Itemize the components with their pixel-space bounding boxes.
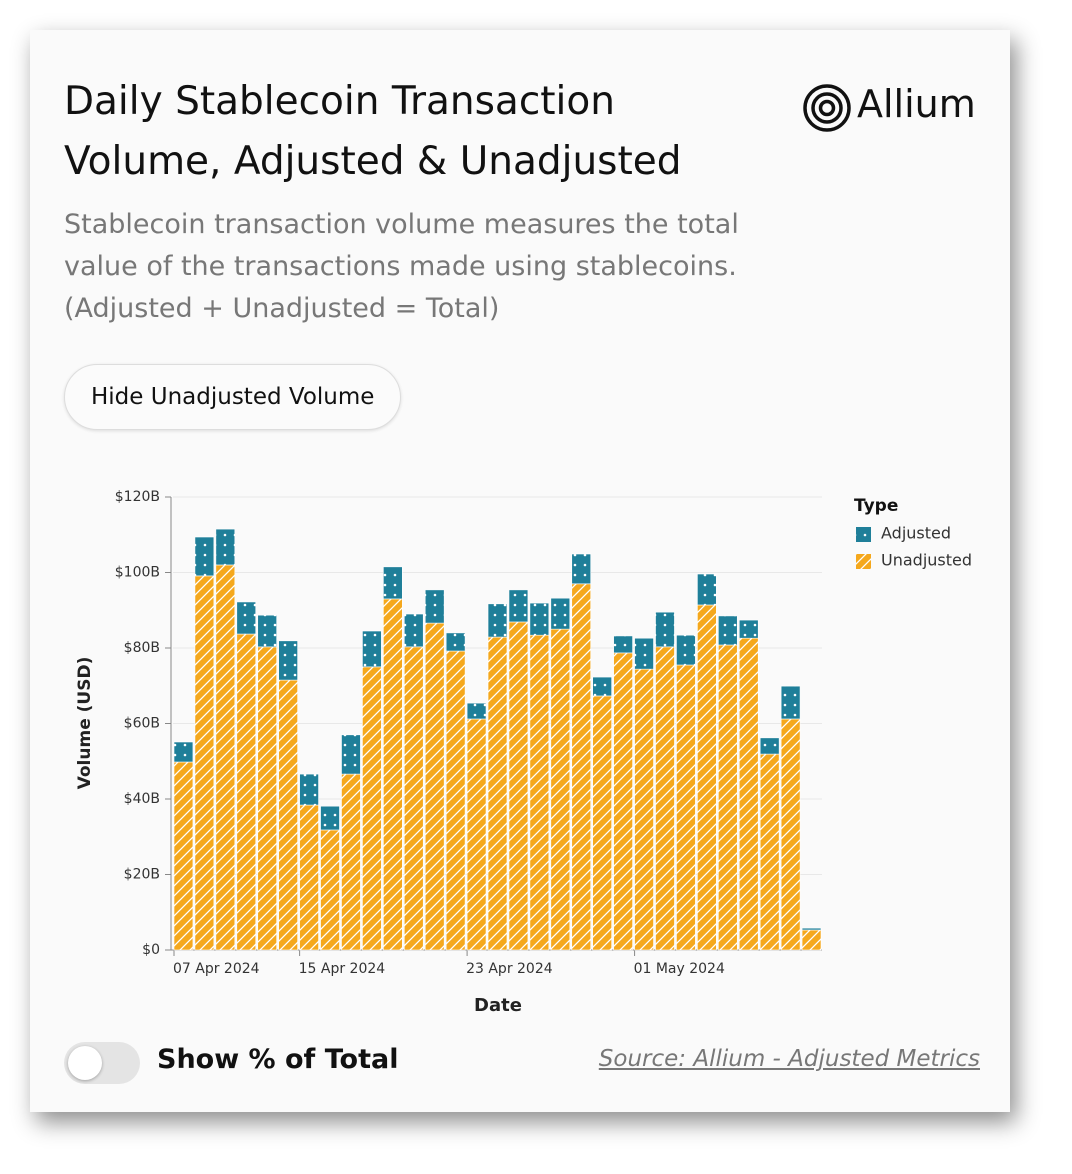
bar-segment	[634, 637, 654, 670]
bar-segment	[383, 598, 403, 951]
bar-segment	[592, 676, 612, 697]
bar-segment	[299, 773, 319, 806]
bar-segment	[613, 635, 633, 654]
logo-text: Allium	[857, 82, 976, 126]
bar-segment	[613, 652, 633, 951]
logo-icon	[803, 84, 851, 132]
bar-segment	[759, 753, 780, 951]
bar-segment	[655, 611, 675, 648]
bar-segment	[236, 601, 257, 635]
x-tick-label: 07 Apr 2024	[173, 961, 260, 977]
bar-segment	[529, 634, 550, 951]
bar-segment	[571, 553, 592, 585]
bar-segment	[173, 741, 194, 763]
bar-segment	[278, 679, 298, 951]
bar-segment	[215, 564, 236, 951]
bar-segment	[801, 929, 822, 951]
bar-segment	[487, 636, 508, 951]
subtitle: Stablecoin transaction volume measures t…	[64, 209, 739, 324]
bar-segment	[676, 634, 696, 666]
bar-segment	[236, 633, 257, 951]
bar-segment	[341, 734, 361, 775]
bar-segment	[738, 619, 759, 639]
bar-segment	[780, 718, 801, 951]
bar-segment	[801, 927, 822, 931]
bar-segment	[257, 614, 277, 648]
legend-title: Type	[854, 496, 898, 516]
y-tick-label: $100B	[115, 565, 160, 581]
y-tick-label: $60B	[124, 716, 160, 732]
legend-label: Adjusted	[881, 524, 951, 543]
source-link[interactable]: Source: Allium - Adjusted Metrics	[598, 1046, 980, 1072]
y-tick-label: $80B	[124, 640, 160, 656]
bar-segment	[445, 632, 466, 652]
legend-label: Unadjusted	[881, 551, 972, 570]
bar-segment	[424, 589, 445, 624]
bar-segment	[362, 666, 382, 951]
toggle-knob	[68, 1046, 102, 1080]
x-axis-label: Date	[474, 995, 522, 1016]
toggle-label: Show % of Total	[157, 1044, 399, 1075]
title: Daily Stablecoin Transaction Volume, Adj…	[64, 79, 682, 184]
bar-segment	[487, 603, 508, 638]
bar-segment	[634, 668, 654, 951]
bar-segment	[424, 622, 445, 951]
bar-segment	[173, 761, 194, 951]
bar-segment	[194, 536, 215, 577]
bar-segment	[697, 604, 717, 951]
bar-segment	[780, 685, 801, 720]
bar-segment	[759, 737, 780, 755]
y-tick-label: $40B	[124, 791, 160, 807]
bar-segment	[655, 646, 675, 951]
bar-segment	[738, 637, 759, 951]
bar-segment	[676, 664, 696, 951]
bar-segment	[403, 646, 424, 951]
bar-segment	[445, 650, 466, 951]
bar-segment	[718, 644, 738, 951]
bar-segment	[320, 829, 340, 951]
legend-swatch	[856, 527, 871, 542]
bar-segment	[383, 566, 403, 600]
bar-segment	[466, 718, 487, 951]
bar-segment	[571, 583, 592, 951]
bar-segment	[257, 646, 277, 951]
y-tick-label: $0	[142, 942, 160, 958]
bar-segment	[508, 589, 529, 623]
x-tick-label: 23 Apr 2024	[466, 961, 553, 977]
bar-segment	[341, 773, 361, 951]
bar-segment	[592, 695, 612, 951]
hide-unadjusted-button[interactable]: Hide Unadjusted Volume	[64, 364, 402, 430]
x-tick-label: 15 Apr 2024	[299, 961, 386, 977]
bar-segment	[466, 702, 487, 720]
y-tick-label: $20B	[124, 867, 160, 883]
bar-segment	[320, 805, 340, 831]
bar-segment	[362, 630, 382, 668]
bar-segment	[697, 573, 717, 606]
legend-swatch	[856, 554, 871, 569]
bar-segment	[278, 640, 298, 681]
percent-toggle[interactable]	[64, 1042, 140, 1084]
bar-segment	[403, 613, 424, 648]
y-tick-label: $120B	[115, 489, 160, 505]
y-axis-label: Volume (USD)	[75, 657, 95, 790]
bar-segment	[550, 597, 571, 630]
bar-segment	[550, 628, 571, 951]
bar-segment	[718, 615, 738, 646]
bar-segment	[508, 621, 529, 951]
bar-segment	[194, 575, 215, 951]
bar-segment	[529, 602, 550, 636]
bar-segment	[215, 528, 236, 566]
bar-segment	[299, 804, 319, 951]
x-tick-label: 01 May 2024	[634, 961, 725, 977]
